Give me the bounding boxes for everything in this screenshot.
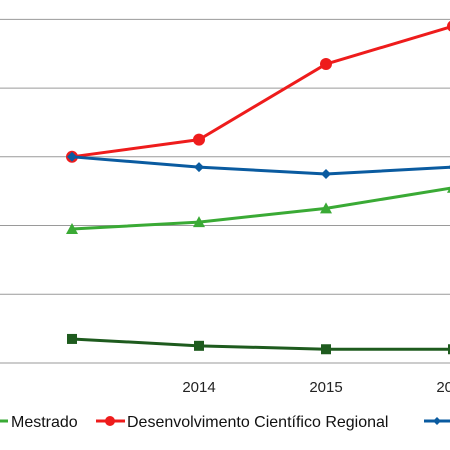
series-line-3 xyxy=(71,155,450,176)
data-point-3 xyxy=(67,151,77,162)
legend: Mestrado Desenvolvimento Científico Regi… xyxy=(0,414,450,431)
series-line-4 xyxy=(71,337,450,351)
data-point-4 xyxy=(448,344,450,355)
series-line-1 xyxy=(71,186,450,231)
data-point-4 xyxy=(67,333,77,344)
legend-marker-series-3 xyxy=(433,417,441,425)
gridlines xyxy=(0,18,450,364)
x-tick-label: 2014 xyxy=(182,379,215,396)
data-point-4 xyxy=(194,340,204,351)
legend-label-desenvolvimento: Desenvolvimento Científico Regional xyxy=(127,414,388,431)
data-point-3 xyxy=(194,162,204,173)
data-point-2 xyxy=(447,21,450,32)
data-point-2 xyxy=(193,133,205,146)
data-point-1 xyxy=(193,216,205,228)
series-line-2 xyxy=(71,25,450,159)
data-point-1 xyxy=(320,202,332,214)
series-layer xyxy=(66,21,450,355)
legend-marker-desenvolvimento xyxy=(105,416,115,426)
data-point-4 xyxy=(321,344,331,355)
data-point-2 xyxy=(320,58,332,71)
data-point-1 xyxy=(66,222,78,234)
x-tick-label: 2016 xyxy=(436,379,450,396)
x-tick-label: 2015 xyxy=(309,379,342,396)
legend-label-mestrado: Mestrado xyxy=(11,414,78,431)
data-point-3 xyxy=(321,168,331,179)
x-axis-ticks: 201420152016201 xyxy=(182,379,450,396)
data-point-1 xyxy=(447,187,450,193)
